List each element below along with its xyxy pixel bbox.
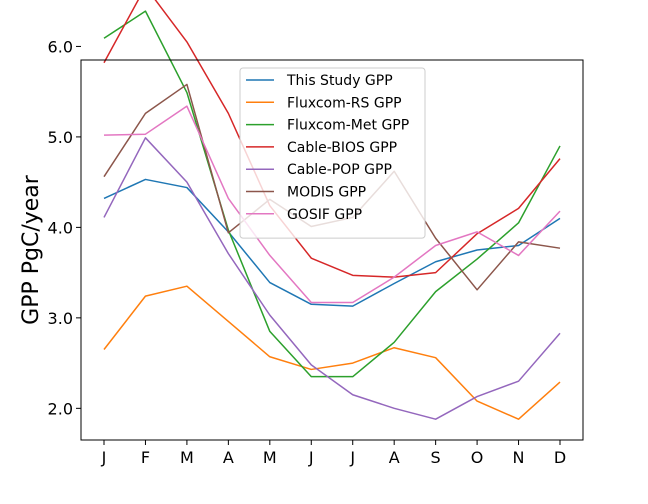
x-tick-label: A [223, 448, 234, 467]
legend: This Study GPP Fluxcom-RS GPP Fluxcom-Met … [239, 67, 426, 239]
legend-entry: Fluxcom-Met GPP [287, 118, 409, 134]
y-tick-label: 3.0 [48, 309, 73, 328]
x-tick-label: M [180, 448, 194, 467]
x-tick-label: S [431, 448, 441, 467]
x-tick-label: J [349, 448, 355, 467]
series-line-fluxcom-met-gpp [103, 10, 561, 378]
x-tick-label: O [471, 448, 484, 467]
x-tick-label: F [141, 448, 150, 467]
x-tick-label: A [389, 448, 400, 467]
y-tick-label: 2.0 [48, 399, 73, 418]
legend-entry: GOSIF GPP [287, 207, 362, 223]
y-tick-label: 5.0 [48, 128, 73, 147]
series-line-cable-bios-gpp [103, 0, 561, 278]
y-axis-label: GPP PgC/year [19, 174, 44, 325]
legend-entry: Cable-POP GPP [287, 162, 392, 178]
plot-frame [80, 59, 584, 441]
legend-box [239, 67, 426, 239]
y-tick-label: 6.0 [48, 37, 73, 56]
series-line-fluxcom-rs-gpp [103, 285, 561, 420]
y-tick-label: 4.0 [48, 218, 73, 237]
legend-entry: This Study GPP [286, 73, 393, 89]
series-line-cable-pop-gpp [103, 137, 561, 420]
x-tick-label: D [554, 448, 566, 467]
legend-entry: Cable-BIOS GPP [287, 140, 397, 156]
series-line-gosif-gpp [103, 105, 561, 304]
x-tick-label: M [263, 448, 277, 467]
x-tick-label: J [101, 448, 107, 467]
x-tick-label: J [308, 448, 314, 467]
x-tick-label: N [513, 448, 525, 467]
y-axis: 2.0 3.0 4.0 5.0 6.0 [48, 37, 81, 418]
series-line-this-study-gpp [103, 178, 561, 307]
legend-entry: Fluxcom-RS GPP [287, 95, 402, 111]
legend-entry: MODIS GPP [287, 185, 366, 201]
